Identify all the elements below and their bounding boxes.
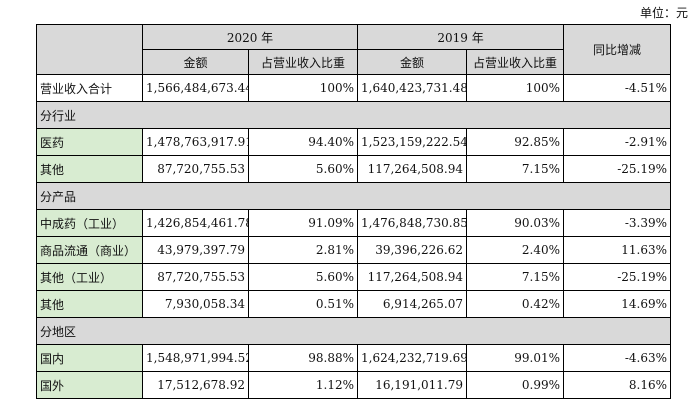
header-amount-2019: 金额 (357, 49, 468, 75)
row-label: 国外 (36, 371, 143, 399)
row-label: 商品流通（商业） (36, 236, 143, 264)
header-share-2020: 占营业收入比重 (247, 49, 359, 75)
amount-2019: 1,523,159,222.54 (357, 128, 468, 156)
amount-2019: 6,914,265.07 (357, 290, 468, 318)
header-share-2019: 占营业收入比重 (466, 49, 565, 75)
share-2019: 7.15% (466, 155, 565, 183)
share-2019: 100% (466, 74, 565, 102)
row-label: 其他 (36, 290, 143, 318)
yoy-change: -4.51% (563, 74, 672, 102)
share-2020: 5.60% (247, 263, 359, 291)
table-row: 其他（工业） 87,720,755.53 5.60% 117,264,508.9… (36, 263, 672, 291)
share-2020: 100% (247, 74, 359, 102)
share-2019: 2.40% (466, 236, 565, 264)
amount-2020: 1,566,484,673.44 (142, 74, 249, 102)
table-row: 其他 7,930,058.34 0.51% 6,914,265.07 0.42%… (36, 290, 672, 318)
table-row: 医药 1,478,763,917.91 94.40% 1,523,159,222… (36, 128, 672, 156)
header-row-metrics: 金额 占营业收入比重 金额 占营业收入比重 (37, 49, 671, 75)
row-label: 营业收入合计 (36, 74, 143, 102)
table-row: 国内 1,548,971,994.52 98.88% 1,624,232,719… (36, 344, 672, 372)
amount-2019: 1,624,232,719.69 (357, 344, 468, 372)
share-2020: 94.40% (247, 128, 359, 156)
amount-2020: 87,720,755.53 (142, 155, 249, 183)
share-2020: 98.88% (247, 344, 359, 372)
section-label: 分行业 (35, 101, 672, 129)
amount-2019: 39,396,226.62 (357, 236, 468, 264)
amount-2019: 117,264,508.94 (357, 263, 468, 291)
section-label: 分产品 (35, 182, 672, 210)
amount-2019: 16,191,011.79 (357, 371, 468, 399)
table-row: 中成药（工业） 1,426,854,461.78 91.09% 1,476,84… (36, 209, 672, 237)
amount-2019: 1,640,423,731.48 (357, 74, 468, 102)
table-row: 商品流通（商业） 43,979,397.79 2.81% 39,396,226.… (36, 236, 672, 264)
header-year-2019: 2019 年 (357, 24, 565, 50)
amount-2020: 43,979,397.79 (142, 236, 249, 264)
share-2020: 1.12% (247, 371, 359, 399)
share-2020: 0.51% (247, 290, 359, 318)
yoy-change: -3.39% (563, 209, 672, 237)
share-2019: 90.03% (466, 209, 565, 237)
yoy-change: -25.19% (563, 155, 672, 183)
amount-2019: 117,264,508.94 (357, 155, 468, 183)
share-2020: 2.81% (247, 236, 359, 264)
section-row-product: 分产品 (35, 182, 672, 210)
section-row-industry: 分行业 (35, 101, 672, 129)
revenue-table: 2020 年 2019 年 同比增减 金额 占营业收入比重 金额 占营业收入比重… (35, 24, 672, 399)
amount-2020: 87,720,755.53 (142, 263, 249, 291)
header-year-2020: 2020 年 (141, 24, 359, 50)
amount-2020: 1,426,854,461.78 (142, 209, 249, 237)
share-2019: 0.42% (466, 290, 565, 318)
yoy-change: 14.69% (563, 290, 672, 318)
yoy-change: 11.63% (563, 236, 672, 264)
yoy-change: 8.16% (563, 371, 672, 399)
section-label: 分地区 (35, 317, 672, 345)
share-2020: 5.60% (247, 155, 359, 183)
share-2019: 0.99% (466, 371, 565, 399)
header-amount-2020: 金额 (142, 49, 249, 75)
total-row: 营业收入合计 1,566,484,673.44 100% 1,640,423,7… (36, 74, 672, 102)
row-label: 其他 (36, 155, 143, 183)
amount-2020: 1,478,763,917.91 (142, 128, 249, 156)
amount-2020: 1,548,971,994.52 (142, 344, 249, 372)
amount-2020: 7,930,058.34 (142, 290, 249, 318)
header-corner-cell (36, 24, 143, 75)
header-row-years: 2020 年 2019 年 同比增减 (36, 24, 672, 75)
yoy-change: -4.63% (563, 344, 672, 372)
share-2019: 99.01% (466, 344, 565, 372)
section-row-region: 分地区 (35, 317, 672, 345)
share-2019: 92.85% (466, 128, 565, 156)
share-2019: 7.15% (466, 263, 565, 291)
row-label: 其他（工业） (36, 263, 143, 291)
row-label: 中成药（工业） (36, 209, 143, 237)
share-2020: 91.09% (247, 209, 359, 237)
table-row: 其他 87,720,755.53 5.60% 117,264,508.94 7.… (36, 155, 672, 183)
header-yoy: 同比增减 (563, 24, 672, 75)
unit-label: 单位：元 (639, 6, 688, 20)
row-label: 医药 (36, 128, 143, 156)
yoy-change: -2.91% (563, 128, 672, 156)
table-row: 国外 17,512,678.92 1.12% 16,191,011.79 0.9… (36, 371, 672, 399)
amount-2020: 17,512,678.92 (142, 371, 249, 399)
yoy-change: -25.19% (563, 263, 672, 291)
amount-2019: 1,476,848,730.85 (357, 209, 468, 237)
row-label: 国内 (36, 344, 143, 372)
